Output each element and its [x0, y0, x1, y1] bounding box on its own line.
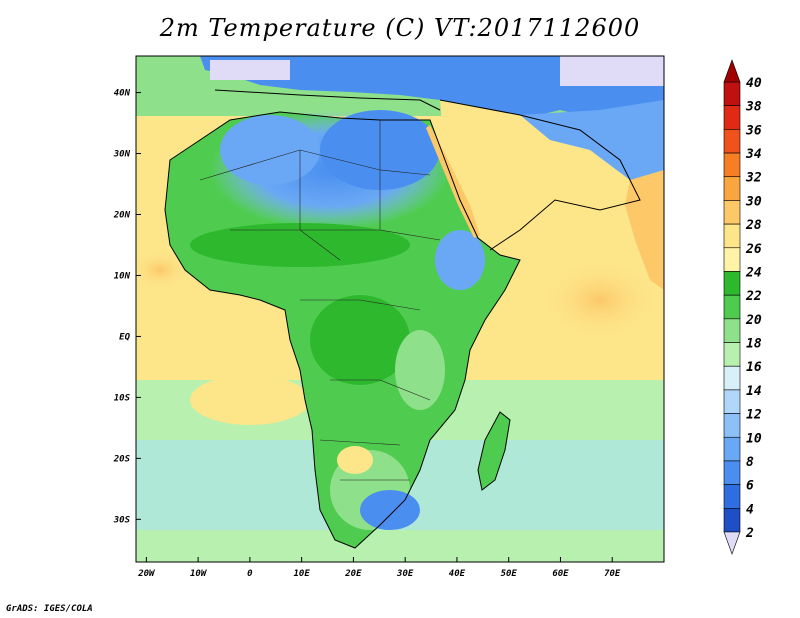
colorbar-level-label: 12 [746, 408, 762, 423]
angola-highlands [315, 385, 385, 435]
colorbar-level-label: 28 [745, 218, 762, 233]
colorbar-level-label: 6 [746, 479, 754, 494]
ocean-band-far-south [136, 530, 664, 562]
colorbar-level-label: 40 [746, 76, 762, 91]
colorbar-swatch [723, 129, 741, 154]
lon-tick-label: 0 [247, 569, 253, 579]
colorbar-swatch [723, 152, 741, 178]
colorbar-swatch [723, 81, 741, 106]
colorbar-swatch [723, 176, 741, 201]
lat-tick-label: 30S [113, 515, 131, 525]
colorbar-level-label: 32 [745, 171, 762, 186]
colorbar-above-triangle [723, 59, 741, 83]
lat-tick-label: EQ [119, 332, 130, 342]
colorbar-swatch [723, 105, 741, 130]
colorbar-swatch [723, 271, 741, 296]
land-india [625, 170, 664, 290]
grads-credit: GrADS: IGES/COLA [6, 604, 93, 614]
warm-ocean-gulf-guinea [136, 250, 190, 290]
map-title: 2m Temperature (C) VT:2017112600 [159, 14, 641, 42]
warm-ocean-south-atlantic [190, 375, 310, 425]
lon-tick-label: 10W [190, 569, 208, 579]
warm-ocean-arabian [540, 260, 660, 340]
colorbar-level-label: 2 [745, 526, 754, 541]
coastlines [164, 89, 641, 549]
ethiopia-highlands [435, 230, 485, 290]
lon-tick-label: 10E [294, 569, 311, 579]
lon-tick-label: 30E [396, 569, 414, 579]
colorbar-level-label: 8 [746, 455, 754, 470]
land-madagascar [478, 412, 510, 490]
lon-tick-label: 70E [604, 569, 621, 579]
algeria-cold-area [220, 115, 320, 185]
sahel-band [190, 223, 410, 267]
map-frame-border [135, 55, 665, 563]
colorbar-swatch [723, 460, 741, 485]
colorbar-level-label: 18 [746, 337, 762, 352]
drakensberg-cold-area [360, 490, 420, 530]
colorbar-level-label: 14 [746, 384, 762, 399]
lon-tick-label: 20E [344, 569, 362, 579]
colorbar-swatch [723, 508, 741, 533]
colorbar-level-label: 24 [745, 265, 762, 280]
cold-patch-europe-1 [210, 60, 290, 80]
lat-tick-label: 20N [113, 211, 131, 221]
colorbar-level-label: 30 [745, 194, 762, 209]
country-borders [199, 120, 441, 481]
colorbar-swatch [723, 200, 741, 225]
longitude-axis: 20W 10W 0 10E 20E 30E 40E 50E 60E 70E [137, 557, 621, 579]
colorbar-swatch [723, 318, 741, 343]
lon-tick-label: 50E [501, 569, 518, 579]
colorbar-swatch [723, 413, 741, 438]
map-plot-area [136, 56, 664, 562]
colorbar-swatch [723, 247, 741, 272]
lon-tick-label: 40E [449, 569, 466, 579]
colorbar-level-label: 4 [746, 502, 754, 517]
colorbar-level-label: 34 [745, 147, 762, 162]
colorbar-swatch [723, 294, 741, 320]
colorbar-swatch [723, 342, 741, 367]
lon-tick-label: 60E [552, 569, 569, 579]
colorbar-level-label: 22 [745, 289, 762, 304]
colorbar-swatch [723, 436, 741, 462]
congo-basin [310, 295, 410, 385]
colorbar-level-label: 26 [745, 242, 762, 257]
lat-tick-label: 20S [113, 454, 131, 464]
cold-patch-europe-2 [560, 56, 664, 86]
land-iran-highlands [520, 100, 664, 190]
colorbar-swatch [723, 223, 741, 249]
east-africa-highlands [395, 330, 445, 410]
colorbar-below-triangle [723, 531, 741, 555]
colorbar-level-label: 36 [745, 123, 762, 138]
kalahari-warm-area [337, 446, 373, 474]
colorbar-swatch [723, 484, 741, 509]
lon-tick-label: 20W [137, 569, 156, 579]
land-europe [200, 56, 664, 120]
lat-tick-label: 40N [114, 89, 131, 99]
colorbar-level-label: 38 [745, 100, 762, 115]
colorbar-level-label: 10 [746, 431, 762, 446]
colorbar-swatch [723, 389, 741, 414]
colorbar-level-label: 16 [746, 360, 762, 375]
colorbar-level-label: 20 [745, 313, 762, 328]
latitude-axis: 40N 30N 20N 10N EQ 10S 20S 30S [113, 89, 141, 525]
lat-tick-label: 10N [114, 271, 131, 281]
colorbar-swatch [723, 365, 741, 391]
lat-tick-label: 30N [113, 150, 131, 160]
lat-tick-label: 10S [114, 393, 131, 403]
